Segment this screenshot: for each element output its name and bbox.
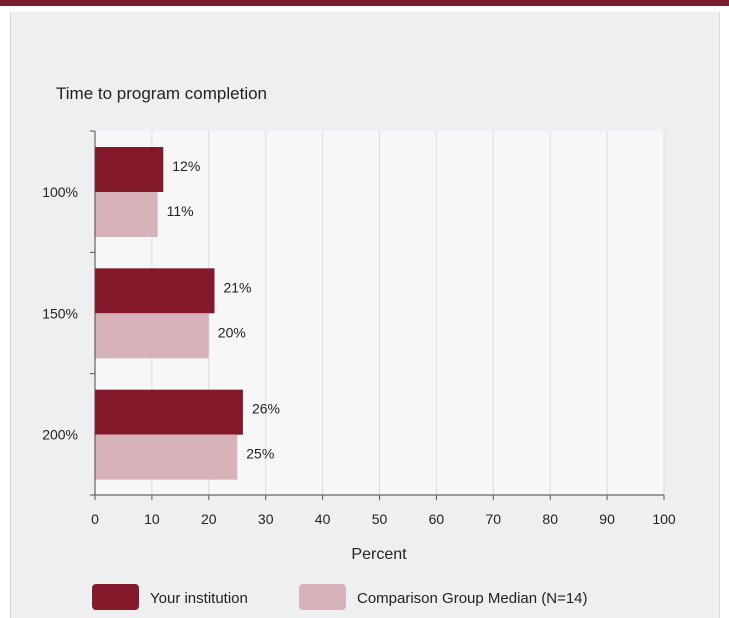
bar — [95, 268, 215, 314]
bar — [95, 313, 209, 359]
bar — [95, 434, 238, 480]
x-tick-labels: 0 10 20 30 40 50 60 70 80 90 100 — [91, 495, 676, 527]
x-tick-label: 20 — [201, 511, 217, 527]
category-labels: 100% 150% 200% — [42, 184, 78, 443]
bar — [95, 147, 164, 192]
x-tick-label: 60 — [429, 511, 445, 527]
legend-label: Your institution — [150, 590, 248, 607]
x-tick-label: 0 — [91, 511, 99, 527]
data-label: 11% — [167, 203, 194, 219]
x-tick-label: 100 — [652, 511, 676, 527]
legend-swatch — [299, 584, 346, 610]
data-label: 25% — [246, 446, 274, 462]
chart-title: Time to program completion — [56, 84, 267, 103]
bar — [95, 192, 158, 237]
data-label: 20% — [218, 324, 246, 340]
data-label: 12% — [172, 158, 200, 174]
x-tick-label: 70 — [486, 511, 502, 527]
bars: 12% 11% 21% 20% 26% 25% — [95, 147, 280, 480]
bar — [95, 389, 243, 435]
top-accent-bar — [0, 0, 729, 6]
category-label: 150% — [42, 305, 78, 321]
x-tick-label: 90 — [599, 511, 615, 527]
x-tick-label: 10 — [144, 511, 160, 527]
x-tick-label: 40 — [315, 511, 331, 527]
x-tick-label: 50 — [372, 511, 388, 527]
x-tick-label: 30 — [258, 511, 274, 527]
legend-swatch — [92, 584, 139, 610]
x-axis-label: Percent — [351, 546, 407, 563]
category-label: 100% — [42, 184, 78, 200]
legend-label: Comparison Group Median (N=14) — [357, 590, 588, 607]
data-label: 21% — [223, 279, 251, 295]
x-tick-label: 80 — [542, 511, 558, 527]
legend: Your institution Comparison Group Median … — [92, 584, 588, 610]
gridlines — [151, 131, 665, 495]
data-label: 26% — [252, 401, 280, 417]
category-label: 200% — [42, 427, 78, 443]
